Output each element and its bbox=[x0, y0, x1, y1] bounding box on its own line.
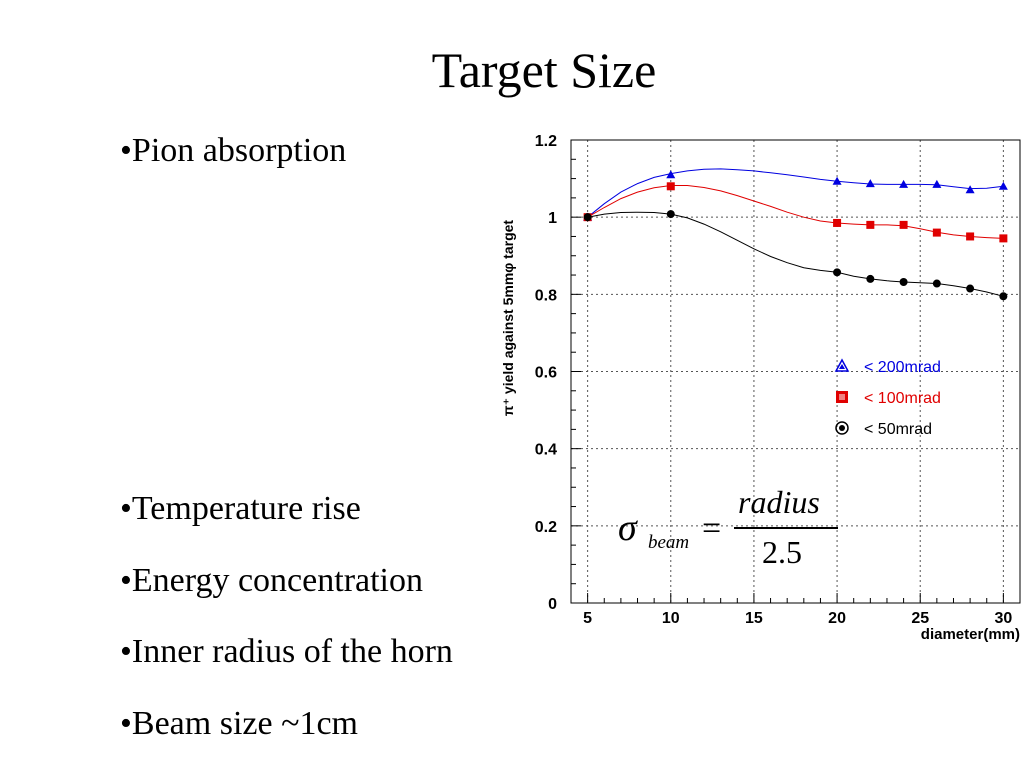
x-tick-label: 30 bbox=[994, 610, 1012, 627]
bullet-pion-absorption: •Pion absorption bbox=[120, 132, 347, 169]
legend-label: < 200mrad bbox=[864, 359, 941, 376]
legend-marker-circle-inner bbox=[839, 425, 845, 431]
legend-marker-square-inner bbox=[839, 394, 845, 400]
y-tick-label: 0.2 bbox=[535, 519, 557, 536]
data-point-circle bbox=[899, 277, 908, 286]
data-point-circle bbox=[866, 274, 875, 283]
yield-chart: 5 10 15 20 25 30 0 0.2 0.4 0.6 0.8 1 1.2 < 200mrad < … bbox=[490, 128, 1024, 648]
bullet-inner-radius: •Inner radius of the horn bbox=[120, 633, 453, 670]
slide-title: Target Size bbox=[431, 42, 657, 98]
y-axis-label: π⁺ yield against 5mmφ target bbox=[500, 220, 516, 417]
y-tick-label: 0.8 bbox=[535, 287, 557, 304]
data-point-triangle bbox=[832, 176, 842, 185]
x-axis-label: diameter(mm) bbox=[921, 626, 1020, 643]
data-point-square bbox=[999, 234, 1008, 243]
data-point-triangle bbox=[932, 179, 942, 188]
legend-label: < 50mrad bbox=[864, 421, 932, 438]
data-point-square bbox=[899, 220, 908, 229]
data-point-circle bbox=[966, 284, 975, 293]
formula-sigma: σ bbox=[618, 507, 637, 549]
x-tick-label: 25 bbox=[911, 610, 929, 627]
legend-entry: < 50mrad bbox=[835, 421, 932, 438]
data-point-square bbox=[966, 232, 975, 241]
y-tick-label: 0 bbox=[548, 596, 557, 613]
data-point-triangle bbox=[965, 185, 975, 194]
data-point-circle bbox=[666, 210, 675, 219]
legend-marker-triangle bbox=[834, 358, 850, 372]
legend-entry: < 200mrad bbox=[834, 358, 941, 376]
legend-marker-circle bbox=[835, 421, 849, 435]
x-tick-label: 20 bbox=[828, 610, 846, 627]
data-point-square bbox=[833, 218, 842, 227]
legend-marker-triangle-inner bbox=[839, 364, 845, 369]
formula-equals: = bbox=[702, 510, 722, 547]
bullet-temperature-rise: •Temperature rise bbox=[120, 490, 361, 527]
beam-sigma-formula: σ beam = radius 2.5 bbox=[600, 484, 850, 574]
y-tick-label: 0.6 bbox=[535, 365, 557, 382]
data-point-triangle bbox=[899, 179, 909, 188]
data-point-triangle bbox=[998, 181, 1008, 190]
bullet-energy-concentration: •Energy concentration bbox=[120, 562, 423, 599]
data-point-triangle bbox=[865, 179, 875, 188]
x-tick-label: 5 bbox=[583, 610, 592, 627]
y-tick-label: 0.4 bbox=[535, 442, 557, 459]
legend-label: < 100mrad bbox=[864, 390, 941, 407]
x-tick-label: 10 bbox=[662, 610, 680, 627]
data-point-circle bbox=[999, 292, 1008, 301]
formula-numerator: radius bbox=[738, 484, 820, 520]
legend-entry: < 100mrad bbox=[836, 390, 941, 407]
x-tick-label: 15 bbox=[745, 610, 763, 627]
y-tick-label: 1 bbox=[548, 210, 557, 227]
data-point-circle bbox=[833, 268, 842, 277]
formula-subscript: beam bbox=[648, 532, 690, 553]
yield-chart-svg: 5 10 15 20 25 30 0 0.2 0.4 0.6 0.8 1 1.2 < 200mrad < … bbox=[490, 128, 1024, 648]
series-curve bbox=[587, 168, 1004, 218]
data-point-square bbox=[666, 182, 675, 191]
data-point-circle bbox=[932, 279, 941, 288]
data-point-circle bbox=[583, 213, 592, 222]
data-point-square bbox=[866, 220, 875, 229]
bullet-beam-size: •Beam size ~1cm bbox=[120, 705, 358, 742]
data-point-triangle bbox=[666, 170, 676, 179]
data-point-square bbox=[932, 228, 941, 237]
formula-denominator: 2.5 bbox=[762, 534, 802, 570]
y-tick-label: 1.2 bbox=[535, 133, 557, 150]
formula-fraction-bar bbox=[734, 527, 838, 529]
